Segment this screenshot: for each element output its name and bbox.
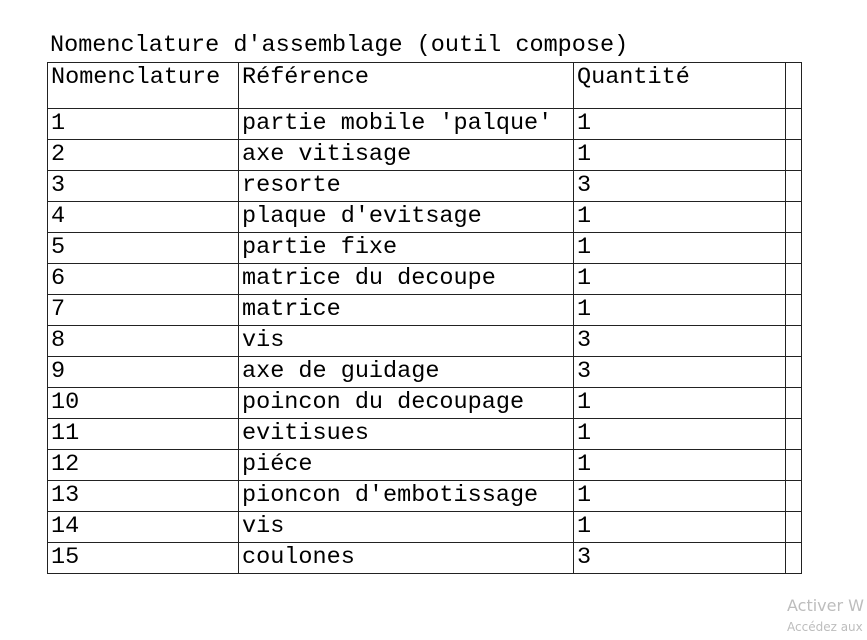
item-number-cell: 9 xyxy=(47,356,239,388)
quantity-cell: 1 xyxy=(573,387,786,419)
header-reference: Référence xyxy=(238,62,574,109)
empty-cell xyxy=(785,449,802,481)
reference-cell: evitisues xyxy=(238,418,574,450)
watermark-line-1: Activer W xyxy=(787,596,864,615)
document-title: Nomenclature d'assemblage (outil compose… xyxy=(50,32,629,59)
reference-cell: pioncon d'embotissage xyxy=(238,480,574,512)
quantity-cell: 1 xyxy=(573,418,786,450)
empty-cell xyxy=(785,480,802,512)
quantity-cell: 3 xyxy=(573,170,786,202)
table-row: 10 poincon du decoupage 1 xyxy=(47,387,802,419)
empty-cell xyxy=(785,170,802,202)
windows-activation-watermark: Activer W Accédez aux xyxy=(787,596,864,635)
quantity-cell: 3 xyxy=(573,325,786,357)
bill-of-materials-table: Nomenclature Référence Quantité 1 partie … xyxy=(47,62,802,574)
table-row: 9 axe de guidage 3 xyxy=(47,356,802,388)
table-row: 3 resorte 3 xyxy=(47,170,802,202)
reference-cell: axe vitisage xyxy=(238,139,574,171)
reference-cell: matrice xyxy=(238,294,574,326)
table-row: 2 axe vitisage 1 xyxy=(47,139,802,171)
empty-cell xyxy=(785,325,802,357)
empty-cell xyxy=(785,139,802,171)
header-nomenclature: Nomenclature xyxy=(47,62,239,109)
item-number-cell: 3 xyxy=(47,170,239,202)
watermark-line-2: Accédez aux xyxy=(787,620,863,634)
quantity-cell: 1 xyxy=(573,139,786,171)
table-row: 7 matrice 1 xyxy=(47,294,802,326)
empty-cell xyxy=(785,108,802,140)
quantity-cell: 1 xyxy=(573,263,786,295)
item-number-cell: 12 xyxy=(47,449,239,481)
item-number-cell: 13 xyxy=(47,480,239,512)
reference-cell: vis xyxy=(238,511,574,543)
empty-cell xyxy=(785,387,802,419)
quantity-cell: 1 xyxy=(573,449,786,481)
empty-cell xyxy=(785,542,802,574)
reference-cell: partie mobile 'palque' xyxy=(238,108,574,140)
empty-cell xyxy=(785,263,802,295)
quantity-cell: 3 xyxy=(573,356,786,388)
item-number-cell: 1 xyxy=(47,108,239,140)
reference-cell: matrice du decoupe xyxy=(238,263,574,295)
table-row: 6 matrice du decoupe 1 xyxy=(47,263,802,295)
item-number-cell: 15 xyxy=(47,542,239,574)
item-number-cell: 5 xyxy=(47,232,239,264)
item-number-cell: 2 xyxy=(47,139,239,171)
item-number-cell: 8 xyxy=(47,325,239,357)
empty-cell xyxy=(785,232,802,264)
empty-cell xyxy=(785,511,802,543)
empty-cell xyxy=(785,201,802,233)
empty-cell xyxy=(785,356,802,388)
quantity-cell: 1 xyxy=(573,108,786,140)
item-number-cell: 14 xyxy=(47,511,239,543)
quantity-cell: 3 xyxy=(573,542,786,574)
table-row: 4 plaque d'evitsage 1 xyxy=(47,201,802,233)
quantity-cell: 1 xyxy=(573,232,786,264)
table-row: 13 pioncon d'embotissage 1 xyxy=(47,480,802,512)
reference-cell: coulones xyxy=(238,542,574,574)
table-row: 12 piéce 1 xyxy=(47,449,802,481)
item-number-cell: 10 xyxy=(47,387,239,419)
empty-cell xyxy=(785,294,802,326)
table-row: 15 coulones 3 xyxy=(47,542,802,574)
item-number-cell: 6 xyxy=(47,263,239,295)
header-quantite: Quantité xyxy=(573,62,786,109)
table-row: 14 vis 1 xyxy=(47,511,802,543)
table-row: 1 partie mobile 'palque' 1 xyxy=(47,108,802,140)
quantity-cell: 1 xyxy=(573,480,786,512)
reference-cell: piéce xyxy=(238,449,574,481)
item-number-cell: 11 xyxy=(47,418,239,450)
quantity-cell: 1 xyxy=(573,511,786,543)
table-row: 8 vis 3 xyxy=(47,325,802,357)
reference-cell: vis xyxy=(238,325,574,357)
empty-cell xyxy=(785,418,802,450)
table-row: 5 partie fixe 1 xyxy=(47,232,802,264)
reference-cell: axe de guidage xyxy=(238,356,574,388)
reference-cell: poincon du decoupage xyxy=(238,387,574,419)
item-number-cell: 7 xyxy=(47,294,239,326)
header-empty xyxy=(785,62,802,109)
item-number-cell: 4 xyxy=(47,201,239,233)
quantity-cell: 1 xyxy=(573,294,786,326)
reference-cell: plaque d'evitsage xyxy=(238,201,574,233)
table-row: 11 evitisues 1 xyxy=(47,418,802,450)
reference-cell: resorte xyxy=(238,170,574,202)
quantity-cell: 1 xyxy=(573,201,786,233)
reference-cell: partie fixe xyxy=(238,232,574,264)
table-header-row: Nomenclature Référence Quantité xyxy=(47,62,802,109)
